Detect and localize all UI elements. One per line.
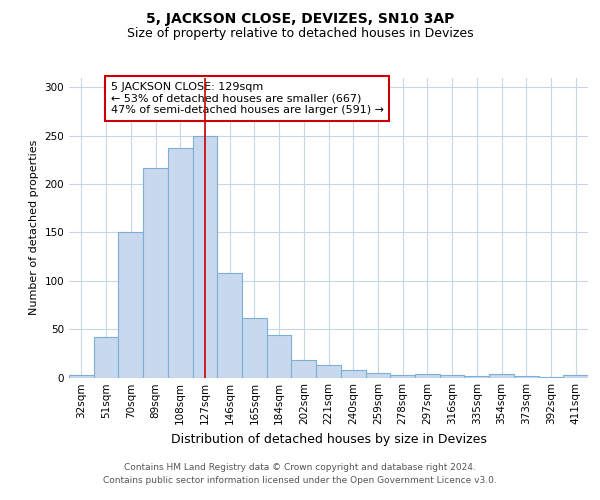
Bar <box>563 374 588 378</box>
Text: 5 JACKSON CLOSE: 129sqm
← 53% of detached houses are smaller (667)
47% of semi-d: 5 JACKSON CLOSE: 129sqm ← 53% of detache… <box>110 82 383 115</box>
Bar <box>440 374 464 378</box>
X-axis label: Distribution of detached houses by size in Devizes: Distribution of detached houses by size … <box>170 433 487 446</box>
Text: Contains public sector information licensed under the Open Government Licence v3: Contains public sector information licen… <box>103 476 497 485</box>
Y-axis label: Number of detached properties: Number of detached properties <box>29 140 39 315</box>
Bar <box>341 370 365 378</box>
Bar <box>267 335 292 378</box>
Bar <box>464 376 489 378</box>
Bar <box>514 376 539 378</box>
Bar <box>292 360 316 378</box>
Bar <box>365 372 390 378</box>
Text: Size of property relative to detached houses in Devizes: Size of property relative to detached ho… <box>127 28 473 40</box>
Bar <box>94 337 118 378</box>
Bar <box>168 148 193 378</box>
Bar <box>193 136 217 378</box>
Bar <box>539 376 563 378</box>
Bar <box>217 273 242 378</box>
Bar <box>415 374 440 378</box>
Bar <box>390 374 415 378</box>
Text: Contains HM Land Registry data © Crown copyright and database right 2024.: Contains HM Land Registry data © Crown c… <box>124 462 476 471</box>
Bar <box>69 374 94 378</box>
Bar <box>489 374 514 378</box>
Bar <box>118 232 143 378</box>
Bar <box>143 168 168 378</box>
Text: 5, JACKSON CLOSE, DEVIZES, SN10 3AP: 5, JACKSON CLOSE, DEVIZES, SN10 3AP <box>146 12 454 26</box>
Bar <box>242 318 267 378</box>
Bar <box>316 365 341 378</box>
